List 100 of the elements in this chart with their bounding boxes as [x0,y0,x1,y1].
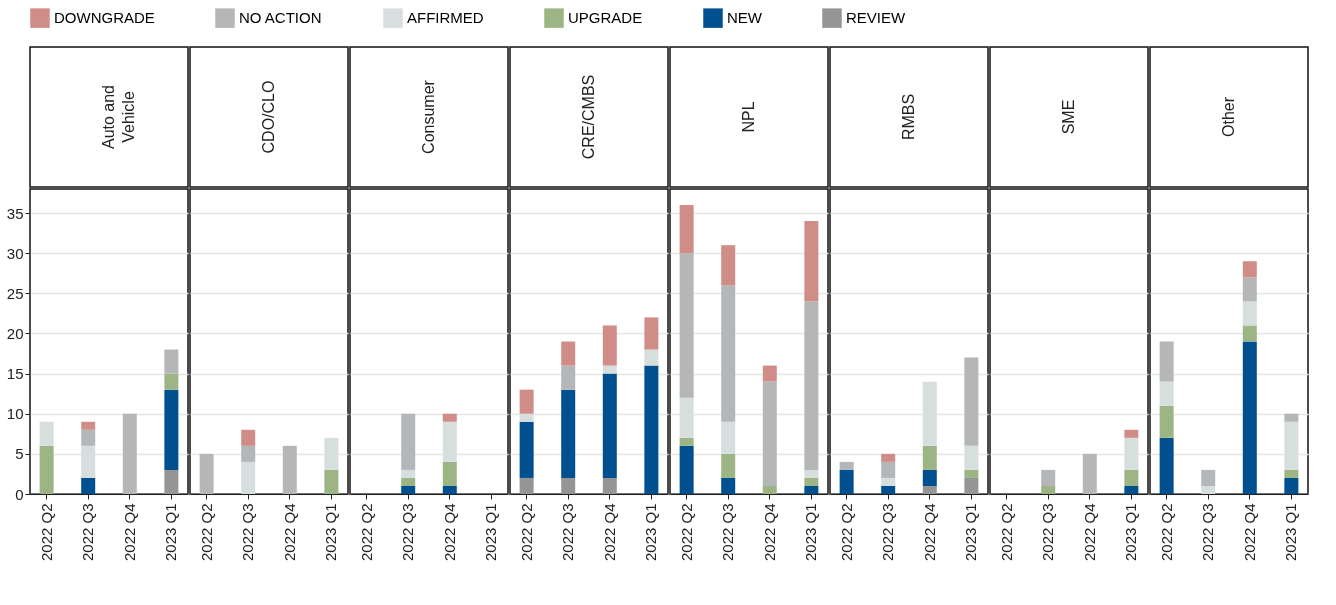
x-tick-label: 2022 Q4 [920,503,938,562]
x-tick-label: 2023 Q1 [962,503,980,562]
bar [881,485,896,494]
chart-title: Consumer [420,79,437,154]
bar [679,437,694,446]
bar [804,301,819,470]
bar [644,365,659,494]
chart-title: Auto and Vehicle [100,84,137,150]
bar [519,421,534,478]
bar [1159,437,1174,494]
bar [839,461,854,470]
chart-title: NPL [740,101,757,133]
bar [442,413,457,422]
y-tick-label: 25 [6,284,24,302]
bar [241,461,256,494]
y-tick-label: 10 [6,405,24,423]
bar [964,445,979,470]
bar [679,205,694,254]
bar [602,365,617,374]
legend-label: REVIEW [846,9,907,27]
bar [1242,301,1257,326]
bar [1159,405,1174,438]
bar [442,461,457,486]
bar [442,421,457,462]
bar [922,381,937,446]
legend-label: UPGRADE [568,9,643,27]
bar [721,477,736,494]
chart-title: SME [1060,99,1077,135]
x-tick-label: 2022 Q4 [760,503,778,562]
bar [721,285,736,422]
bar [1242,325,1257,342]
x-tick-label: 2022 Q3 [239,503,257,562]
bar [519,389,534,414]
x-tick-label: 2023 Q1 [802,503,820,562]
bar [1124,437,1139,470]
bar [602,325,617,366]
x-tick-label: 2022 Q2 [997,503,1015,562]
bar [1082,453,1097,494]
bar [721,453,736,478]
x-tick-label: 2022 Q3 [559,503,577,562]
x-tick-label: 2022 Q3 [879,503,897,562]
bar [881,461,896,478]
bar [644,349,659,366]
y-tick-label: 35 [6,204,24,222]
bar [401,485,416,494]
bar [561,365,576,390]
y-tick-label: 30 [6,244,24,262]
legend-label: NO ACTION [239,9,322,27]
bar [679,397,694,438]
bar [164,349,179,374]
bar [1041,469,1056,486]
bar [679,445,694,494]
bar [81,445,96,478]
bar [324,469,339,494]
bar [519,413,534,422]
y-tick-label: 15 [6,365,24,383]
bar [241,445,256,462]
bar [1242,261,1257,278]
x-tick-label: 2022 Q4 [120,503,138,562]
bar [442,485,457,494]
y-tick-label: 5 [15,445,24,463]
bar [804,485,819,494]
bar [602,373,617,478]
legend-label: NEW [727,9,763,27]
bar [401,413,416,470]
bar [241,429,256,446]
bar [39,445,54,494]
x-tick-label: 2022 Q4 [1080,503,1098,562]
x-tick-label: 2023 Q1 [482,503,500,562]
bar [1124,429,1139,438]
bar [804,221,819,302]
x-tick-label: 2023 Q1 [642,503,660,562]
bar [401,477,416,486]
bar [1041,485,1056,494]
bar [401,469,416,478]
bar [81,429,96,446]
bar [964,357,979,446]
x-tick-label: 2022 Q3 [1199,503,1217,562]
bar [881,477,896,486]
bar [164,373,179,390]
bar [1124,485,1139,494]
bar [282,445,297,494]
bar [1284,413,1299,422]
x-tick-label: 2022 Q2 [1157,503,1175,562]
bar [1201,485,1216,494]
bar [1201,469,1216,486]
bar [721,421,736,454]
chart-title: CDO/CLO [260,80,277,154]
x-tick-label: 2023 Q1 [162,503,180,562]
x-tick-label: 2022 Q3 [719,503,737,562]
x-tick-label: 2022 Q3 [399,503,417,562]
x-tick-label: 2023 Q1 [322,503,340,562]
y-tick-label: 20 [6,324,24,342]
bar [1284,469,1299,478]
bar [1159,341,1174,382]
x-tick-label: 2022 Q2 [357,503,375,562]
x-tick-label: 2022 Q4 [280,503,298,562]
bar [602,477,617,494]
chart-title: Other [1220,96,1237,138]
bar [1284,477,1299,494]
